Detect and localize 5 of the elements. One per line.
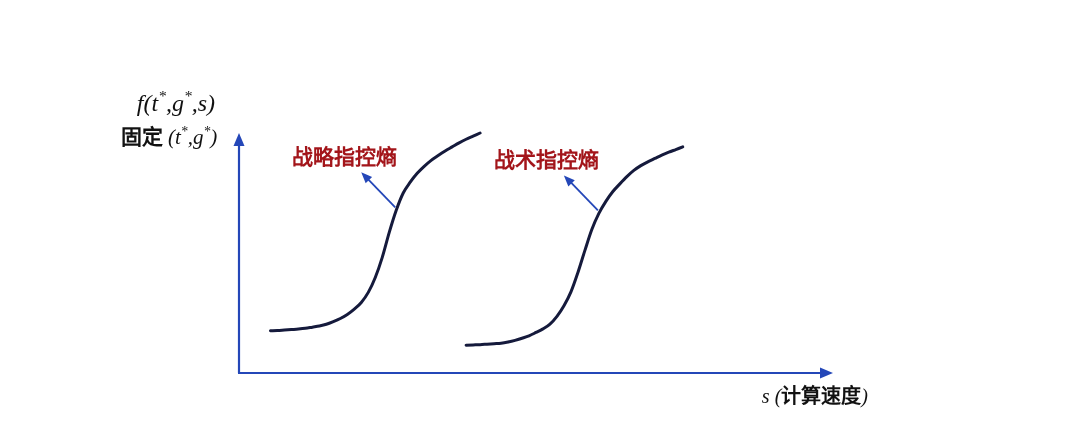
x-axis-title: s (计算速度) bbox=[761, 384, 869, 408]
series-label: 战略指控熵 bbox=[291, 145, 397, 170]
text: 固定 (t$^{*}$,g$^{*}$) bbox=[120, 123, 218, 149]
series-label: 战术指控熵 bbox=[494, 148, 600, 173]
y-axis-title: f(t$^{*}$,g$^{*}$,s) bbox=[136, 87, 216, 116]
